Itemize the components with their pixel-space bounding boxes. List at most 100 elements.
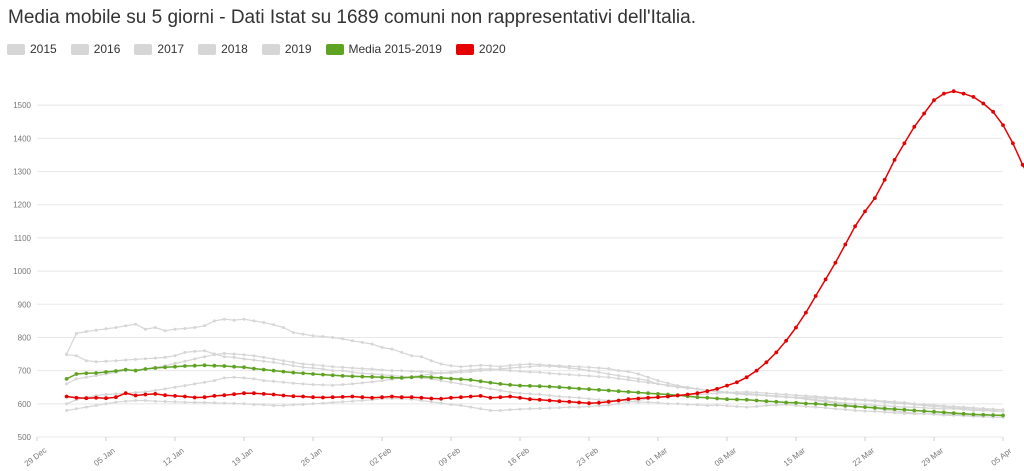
data-point — [814, 399, 818, 402]
data-point — [350, 399, 354, 403]
data-point — [193, 326, 197, 329]
legend-item[interactable]: 2020 — [455, 42, 506, 56]
data-point — [498, 382, 503, 386]
data-point — [321, 372, 325, 377]
data-point — [74, 332, 78, 335]
x-tick-label: 08 Mar — [713, 446, 738, 469]
data-point — [449, 370, 453, 374]
data-point — [84, 396, 89, 401]
data-point — [537, 384, 542, 389]
data-point — [311, 402, 315, 406]
data-point — [646, 381, 650, 385]
data-point — [912, 408, 917, 413]
series-2017 — [65, 349, 1005, 418]
data-point — [153, 366, 158, 370]
legend-swatch — [70, 43, 89, 55]
data-point — [74, 377, 78, 381]
data-point — [666, 402, 670, 406]
data-point — [192, 395, 197, 400]
data-point — [143, 327, 147, 331]
data-point — [922, 409, 926, 413]
data-point — [341, 383, 345, 387]
data-point — [84, 330, 88, 333]
data-point — [754, 368, 759, 373]
data-point — [863, 403, 867, 406]
data-point — [114, 359, 118, 363]
data-point — [488, 380, 493, 385]
data-point — [222, 317, 226, 321]
legend-item[interactable]: 2017 — [134, 42, 184, 56]
data-point — [942, 404, 946, 408]
data-point — [538, 407, 542, 410]
data-point — [419, 395, 424, 400]
data-point — [281, 359, 285, 363]
series-2020 — [64, 89, 1024, 406]
data-point — [271, 368, 276, 373]
data-point — [331, 383, 335, 387]
data-point — [242, 353, 246, 357]
data-point — [882, 406, 887, 411]
data-point — [902, 405, 906, 409]
legend-item[interactable]: Media 2015-2019 — [325, 42, 442, 56]
data-point — [636, 372, 640, 376]
data-point — [557, 395, 561, 398]
data-point — [774, 350, 779, 355]
legend-item[interactable]: 2019 — [261, 42, 312, 56]
data-point — [597, 388, 601, 392]
data-point — [824, 406, 828, 410]
data-point — [764, 360, 769, 365]
data-point — [390, 369, 394, 373]
data-point — [902, 141, 907, 146]
data-point — [666, 383, 670, 387]
data-point — [744, 397, 749, 402]
data-point — [971, 95, 976, 99]
data-point — [833, 403, 838, 407]
data-point — [252, 403, 256, 406]
data-point — [488, 367, 492, 371]
data-point — [360, 381, 364, 385]
series-2019 — [65, 367, 1005, 419]
data-point — [134, 357, 138, 361]
data-point — [606, 399, 611, 404]
data-point — [163, 355, 167, 359]
data-point — [518, 363, 522, 367]
data-point — [291, 381, 295, 385]
data-point — [922, 412, 926, 416]
data-point — [735, 405, 739, 408]
data-point — [508, 390, 512, 394]
data-point — [281, 404, 285, 407]
data-point — [459, 404, 463, 407]
data-point — [863, 409, 867, 413]
data-point — [478, 379, 483, 384]
data-point — [124, 399, 128, 403]
data-point — [104, 396, 108, 401]
data-point — [173, 394, 177, 398]
series-line — [66, 368, 1004, 418]
data-point — [843, 403, 848, 408]
data-point — [617, 377, 621, 381]
legend-item[interactable]: 2015 — [7, 42, 57, 56]
data-point — [459, 377, 463, 382]
data-point — [272, 360, 276, 364]
data-point — [479, 385, 483, 389]
data-point — [617, 369, 621, 373]
data-point — [331, 365, 335, 369]
data-point — [557, 385, 562, 390]
data-point — [695, 391, 700, 396]
data-point — [508, 383, 512, 387]
legend-item[interactable]: 2016 — [70, 42, 120, 56]
data-point — [961, 411, 966, 416]
data-point — [932, 98, 936, 103]
data-point — [222, 393, 227, 398]
data-point — [272, 323, 276, 327]
data-point — [65, 409, 69, 412]
data-point — [794, 325, 798, 330]
data-point — [419, 370, 423, 374]
data-point — [390, 347, 394, 351]
legend-item[interactable]: 2018 — [198, 42, 248, 56]
data-point — [478, 394, 483, 398]
data-point — [331, 369, 335, 373]
x-tick-label: 22 Mar — [851, 446, 876, 469]
data-point — [390, 375, 394, 380]
data-point — [468, 394, 473, 399]
